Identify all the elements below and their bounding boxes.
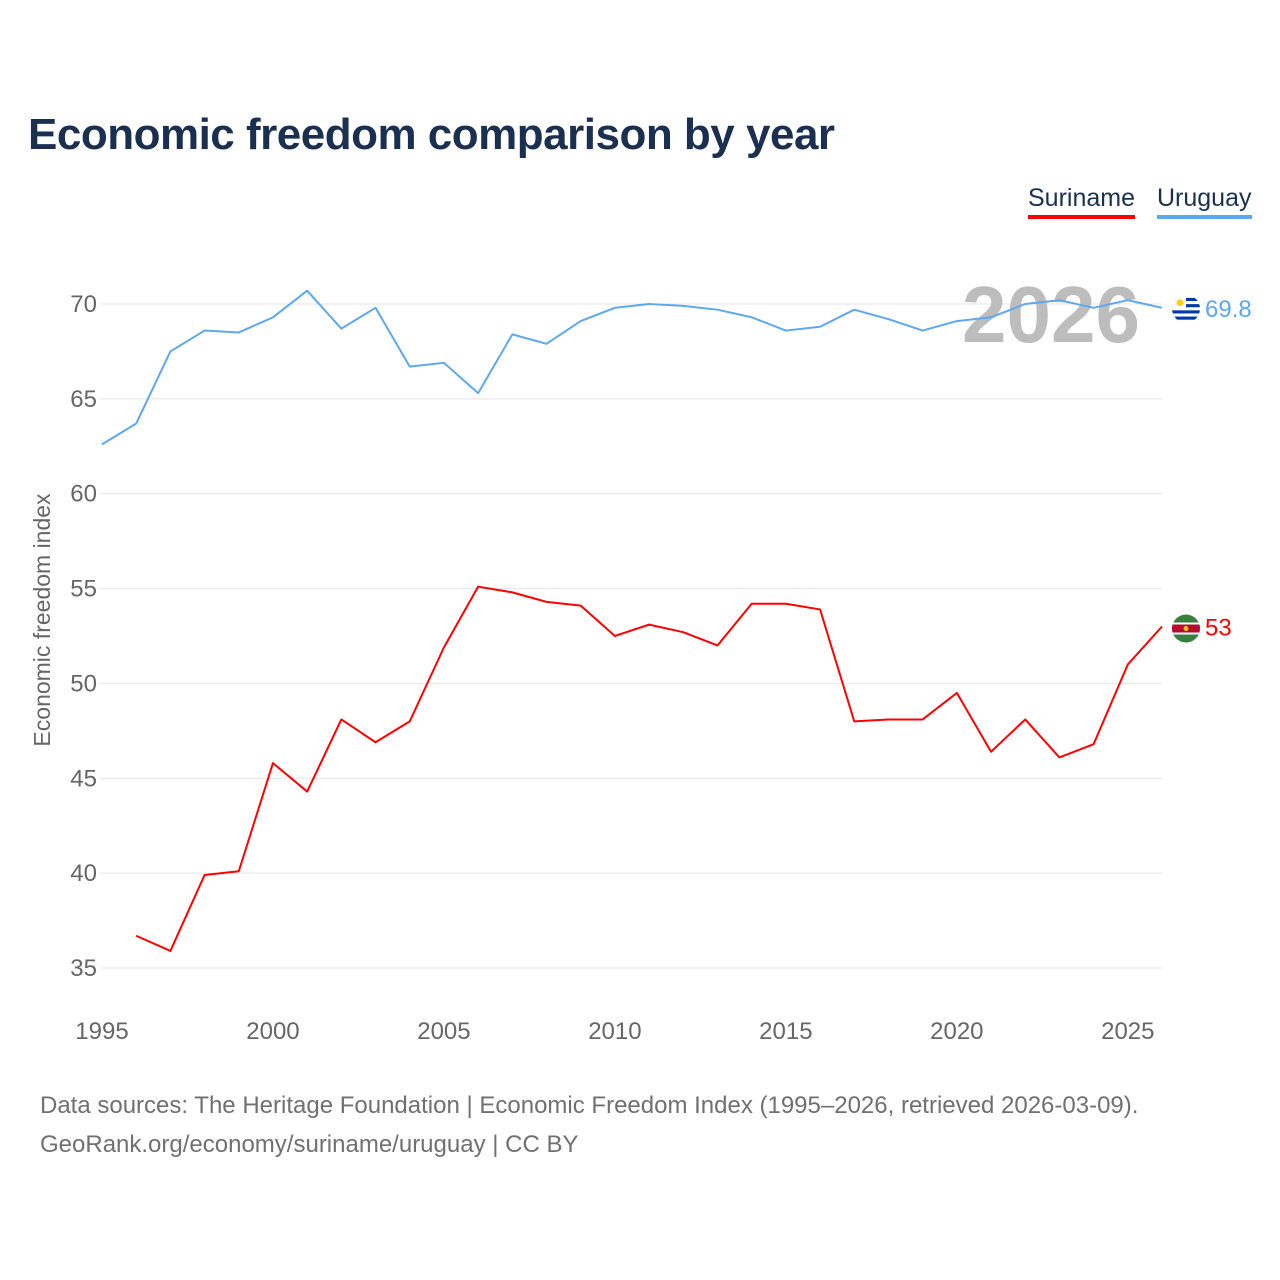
end-value-label: 53: [1205, 615, 1232, 642]
y-tick-label: 40: [70, 860, 97, 887]
y-tick-label: 50: [70, 670, 97, 697]
x-tick-label: 2020: [930, 1018, 983, 1045]
series-line-suriname: [135, 585, 1163, 952]
year-watermark: 2026: [962, 270, 1140, 359]
x-tick-label: 2015: [759, 1018, 812, 1045]
y-tick-label: 60: [70, 481, 97, 508]
y-tick-label: 45: [70, 765, 97, 792]
uruguay-flag-icon: [1172, 294, 1200, 323]
footer-link[interactable]: GeoRank.org/economy/suriname/uruguay | C…: [40, 1131, 579, 1158]
footer: Data sources: The Heritage Foundation | …: [40, 1086, 1138, 1164]
suriname-flag-icon: [1172, 614, 1200, 643]
y-tick-label: 35: [70, 955, 97, 982]
x-tick-label: 2010: [588, 1018, 641, 1045]
end-value-label: 69.8: [1205, 296, 1252, 323]
y-tick-label: 55: [70, 576, 97, 603]
x-tick-label: 2025: [1101, 1018, 1154, 1045]
series-line-uruguay: [101, 289, 1163, 446]
legend-suriname[interactable]: Suriname: [1028, 184, 1135, 219]
y-axis-label: Economic freedom index: [29, 493, 55, 747]
x-tick-label: 1995: [75, 1018, 128, 1045]
y-tick-label: 70: [70, 291, 97, 318]
footer-sources: Data sources: The Heritage Foundation | …: [40, 1092, 1139, 1119]
x-tick-label: 2000: [246, 1018, 299, 1045]
chart-title: Economic freedom comparison by year: [28, 110, 835, 159]
x-tick-label: 2005: [417, 1018, 470, 1045]
y-tick-label: 65: [70, 386, 97, 413]
legend-uruguay[interactable]: Uruguay: [1157, 184, 1252, 219]
